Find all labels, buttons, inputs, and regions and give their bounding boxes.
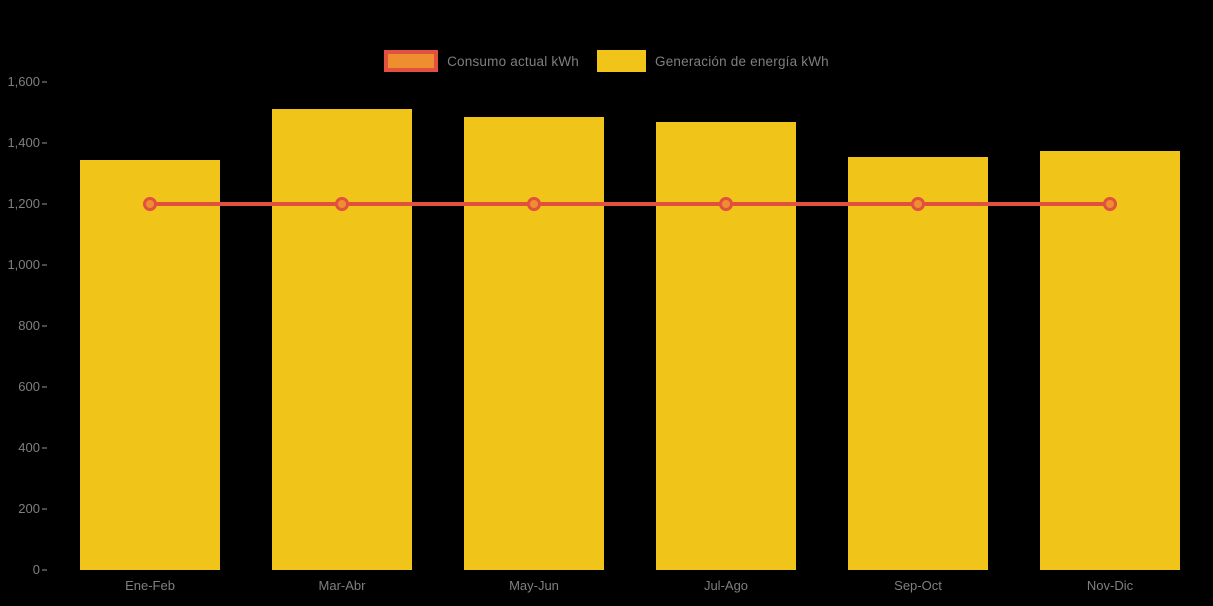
legend-label-generacion-energia: Generación de energía kWh — [655, 53, 829, 69]
y-axis-tick — [42, 203, 47, 205]
y-axis-tick — [42, 569, 47, 571]
y-axis-label: 1,000 — [7, 257, 40, 272]
y-axis-label: 800 — [18, 318, 40, 333]
line-marker-ene-feb[interactable] — [143, 197, 157, 211]
y-axis-label: 1,200 — [7, 196, 40, 211]
line-marker-mar-abr[interactable] — [335, 197, 349, 211]
x-axis-label: May-Jun — [509, 578, 559, 593]
x-axis-label: Mar-Abr — [318, 578, 366, 593]
line-marker-nov-dic[interactable] — [1103, 197, 1117, 211]
bar-jul-ago[interactable] — [656, 121, 796, 570]
legend-item-generacion-energia[interactable]: Generación de energía kWh — [597, 50, 829, 72]
line-marker-sep-oct[interactable] — [911, 197, 925, 211]
x-axis-label: Ene-Feb — [125, 578, 175, 593]
legend-swatch-generacion-energia — [597, 50, 647, 72]
x-axis-label: Jul-Ago — [703, 578, 749, 593]
bar-may-jun[interactable] — [464, 117, 604, 570]
legend-swatch-consumo-actual — [384, 50, 439, 72]
y-axis-label: 400 — [18, 440, 40, 455]
x-axis-label: Sep-Oct — [894, 578, 942, 593]
y-axis-tick — [42, 142, 47, 144]
y-axis-label: 1,400 — [7, 135, 40, 150]
y-axis-tick — [42, 447, 47, 449]
y-axis-label: 1,600 — [7, 74, 40, 89]
y-axis-tick — [42, 81, 47, 83]
y-axis-label: 0 — [32, 562, 40, 577]
bar-mar-abr[interactable] — [272, 109, 412, 570]
legend: Consumo actual kWh Generación de energía… — [0, 50, 1213, 72]
bar-nov-dic[interactable] — [1040, 150, 1180, 570]
y-axis-label: 600 — [18, 379, 40, 394]
bar-ene-feb[interactable] — [80, 159, 220, 570]
y-axis-tick — [42, 264, 47, 266]
legend-label-consumo-actual: Consumo actual kWh — [447, 53, 580, 69]
y-axis-label: 200 — [18, 501, 40, 516]
x-axis-label: Nov-Dic — [1086, 578, 1134, 593]
line-marker-may-jun[interactable] — [527, 197, 541, 211]
y-axis-tick — [42, 508, 47, 510]
y-axis-tick — [42, 325, 47, 327]
y-axis-tick — [42, 386, 47, 388]
bar-sep-oct[interactable] — [848, 156, 988, 570]
line-marker-jul-ago[interactable] — [719, 197, 733, 211]
legend-item-consumo-actual[interactable]: Consumo actual kWh — [384, 50, 579, 72]
